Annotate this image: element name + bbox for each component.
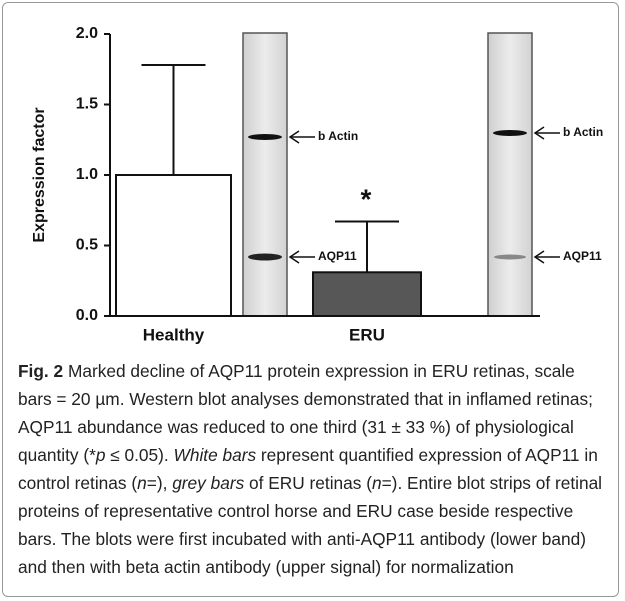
caption-text: White bars bbox=[174, 445, 257, 465]
blot-1 bbox=[243, 33, 315, 316]
y-tick-label: 1.0 bbox=[76, 166, 98, 183]
caption-text: n bbox=[372, 473, 382, 493]
bar bbox=[313, 272, 421, 316]
page: Expression factor * b Actin AQP11 b Acti… bbox=[0, 0, 625, 601]
caption-text: ≤ 0.05). bbox=[105, 445, 173, 465]
y-tick-label: 0.5 bbox=[76, 237, 98, 254]
blot-label: b Actin bbox=[563, 125, 603, 139]
caption-text: p bbox=[96, 445, 106, 465]
caption-text: =), bbox=[147, 473, 172, 493]
x-tick-label: Healthy bbox=[143, 325, 205, 344]
caption-text: grey bars bbox=[172, 473, 244, 493]
blot-label: AQP11 bbox=[563, 249, 602, 263]
caption: Fig. 2 Marked decline of AQP11 protein e… bbox=[18, 357, 613, 581]
caption-text: n bbox=[137, 473, 147, 493]
y-tick-label: 1.5 bbox=[76, 96, 98, 113]
y-axis-label: Expression factor bbox=[31, 107, 48, 242]
blot-label: b Actin bbox=[318, 129, 358, 143]
caption-text: of ERU retinas ( bbox=[244, 473, 372, 493]
x-tick-label: ERU bbox=[349, 325, 385, 344]
y-tick-label: 0.0 bbox=[76, 307, 98, 324]
caption-label: Fig. 2 bbox=[18, 361, 63, 381]
y-tick-label: 2.0 bbox=[76, 25, 98, 42]
bar bbox=[116, 175, 231, 316]
chart: Expression factor * b Actin AQP11 b Acti… bbox=[0, 0, 625, 350]
blot-label: AQP11 bbox=[318, 249, 357, 263]
significance-mark: * bbox=[361, 183, 372, 214]
blot-2 bbox=[488, 33, 560, 316]
